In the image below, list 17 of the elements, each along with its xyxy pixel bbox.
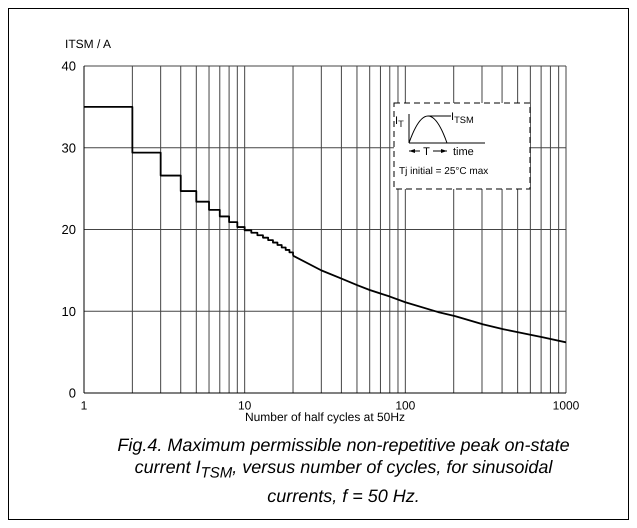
x-tick-label: 1 — [80, 398, 88, 413]
annotation: I$_{T}$ — [395, 115, 404, 129]
x-axis-title: Number of half cycles at 50Hz — [244, 410, 406, 424]
annotation: time — [453, 146, 474, 158]
text: Fig.4. Maximum permissible non-repetitive peak on-state current I$_{TSM}$, versus number of cycles, for sinusoidal currents, f = 50 Hz. — [116, 434, 571, 507]
annotation: I$_{TSM}$ — [451, 111, 474, 125]
y-tick-label: 0 — [68, 386, 76, 401]
annotation: T — [423, 146, 430, 158]
y-tick-label: 30 — [62, 140, 76, 156]
y-axis-title: ITSM / A — [65, 37, 112, 51]
y-tick-label: 10 — [62, 304, 76, 319]
y-tick-label: 20 — [62, 222, 76, 238]
y-tick-label: 40 — [62, 58, 76, 74]
x-tick-label: 1000 — [552, 398, 580, 413]
annotation: Tj initial = 25°C max — [399, 166, 488, 177]
x-tick-label: 100 — [395, 398, 416, 413]
x-tick-label: 10 — [238, 398, 252, 413]
